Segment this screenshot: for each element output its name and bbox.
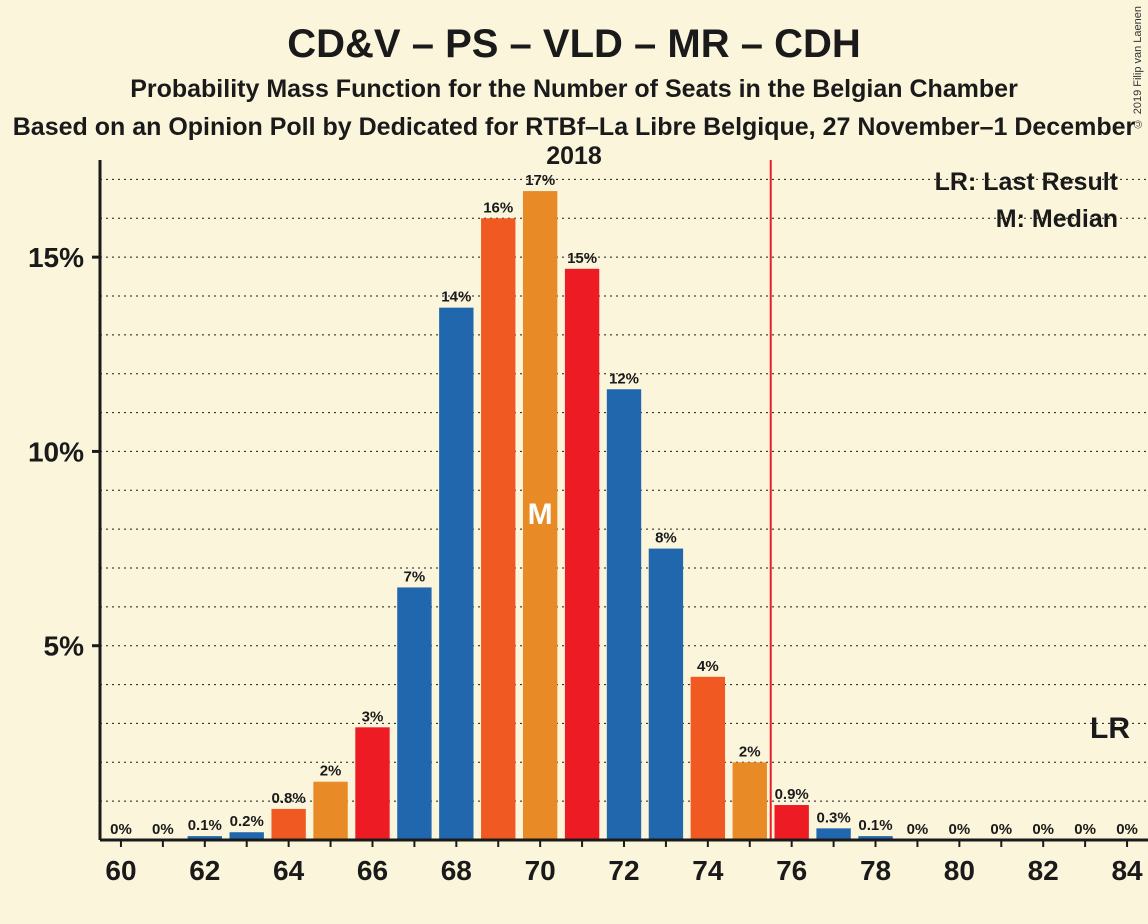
x-tick-label: 60 bbox=[105, 855, 136, 886]
bar-label: 7% bbox=[404, 568, 426, 585]
bar-label: 0.8% bbox=[272, 790, 306, 807]
x-tick-label: 64 bbox=[273, 855, 305, 886]
bar bbox=[481, 218, 515, 840]
bar-label: 3% bbox=[362, 708, 384, 725]
y-tick-label: 5% bbox=[44, 631, 85, 662]
lr-label: LR bbox=[1090, 712, 1130, 746]
bar-label: 16% bbox=[483, 199, 513, 216]
pmf-bar-chart: © 2019 Filip van LaenenCD&V – PS – VLD –… bbox=[0, 0, 1148, 924]
x-tick-label: 66 bbox=[357, 855, 388, 886]
x-tick-label: 62 bbox=[189, 855, 220, 886]
bar-label: 0% bbox=[949, 821, 971, 838]
bar bbox=[774, 805, 808, 840]
x-tick-label: 82 bbox=[1028, 855, 1059, 886]
bar-label: 14% bbox=[441, 289, 471, 306]
bar-label: 0% bbox=[990, 821, 1012, 838]
bar bbox=[607, 389, 641, 840]
bar-label: 0.3% bbox=[816, 809, 850, 826]
bar bbox=[649, 549, 683, 840]
x-tick-label: 84 bbox=[1111, 855, 1143, 886]
bar-label: 15% bbox=[567, 250, 597, 267]
bar-label: 2% bbox=[739, 743, 761, 760]
bar-label: 12% bbox=[609, 370, 639, 387]
bar-label: 0.1% bbox=[188, 817, 222, 834]
bar-label: 17% bbox=[525, 172, 555, 189]
bar bbox=[313, 782, 347, 840]
x-tick-label: 80 bbox=[944, 855, 975, 886]
bar bbox=[439, 308, 473, 840]
bar bbox=[397, 587, 431, 840]
x-tick-label: 74 bbox=[692, 855, 724, 886]
x-tick-label: 76 bbox=[776, 855, 807, 886]
bar-label: 0.2% bbox=[230, 813, 264, 830]
bar-label: 0% bbox=[110, 821, 132, 838]
median-marker: M bbox=[520, 498, 560, 532]
bar-label: 8% bbox=[655, 530, 677, 547]
bar-label: 0% bbox=[1116, 821, 1138, 838]
bar bbox=[816, 828, 850, 840]
bar-label: 0.1% bbox=[858, 817, 892, 834]
bar bbox=[565, 269, 599, 840]
bar-label: 0% bbox=[1032, 821, 1054, 838]
bar-label: 0% bbox=[1074, 821, 1096, 838]
bar bbox=[691, 677, 725, 840]
x-tick-label: 72 bbox=[608, 855, 639, 886]
y-tick-label: 15% bbox=[28, 242, 84, 273]
bar-label: 0% bbox=[152, 821, 174, 838]
plot-svg: 0% 0% 0.1% 0.2% 0.8% 2% 3% 7% 14% 16% 17% 15% 12% 8% 4… bbox=[0, 0, 1148, 924]
y-tick-label: 10% bbox=[28, 436, 84, 467]
bar bbox=[733, 762, 767, 840]
bar-label: 4% bbox=[697, 658, 719, 675]
x-tick-label: 68 bbox=[441, 855, 472, 886]
bar-label: 0.9% bbox=[775, 786, 809, 803]
x-tick-label: 78 bbox=[860, 855, 891, 886]
x-tick-label: 70 bbox=[525, 855, 556, 886]
bar bbox=[355, 727, 389, 840]
bar-label: 0% bbox=[907, 821, 929, 838]
bar-label: 2% bbox=[320, 763, 342, 780]
bar bbox=[271, 809, 305, 840]
